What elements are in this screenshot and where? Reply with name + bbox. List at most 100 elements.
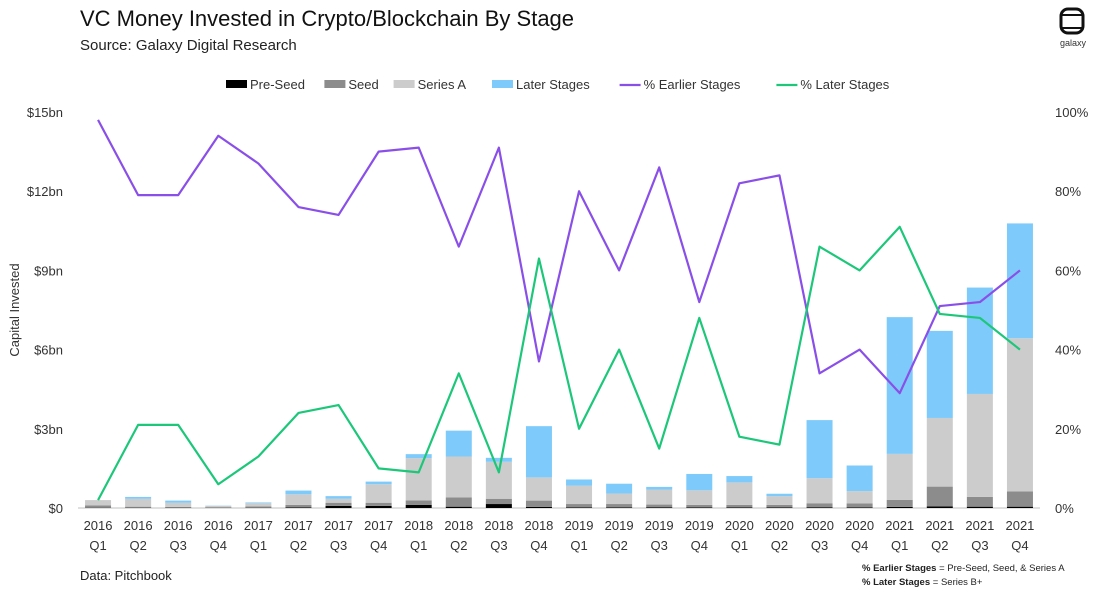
- x-tick-label-year: 2020: [725, 518, 754, 533]
- x-tick-label-quarter: Q2: [931, 538, 948, 553]
- bar-segment-pre-seed: [325, 505, 352, 508]
- bar-segment-later-stages: [646, 486, 673, 490]
- x-tick-label-quarter: Q3: [651, 538, 668, 553]
- line-earlier-stages: [97, 119, 1021, 395]
- bar-segment-seed: [646, 504, 673, 508]
- y2-tick-label: 40%: [1055, 343, 1081, 358]
- bar-segment-later-stages: [726, 476, 753, 483]
- bar-segment-seed: [125, 506, 152, 508]
- bar-segment-pre-seed: [846, 507, 873, 508]
- y2-tick-label: 80%: [1055, 184, 1081, 199]
- x-tick-label-quarter: Q4: [1011, 538, 1028, 553]
- bar-segment-later-stages: [445, 430, 472, 457]
- x-tick-label-quarter: Q2: [771, 538, 788, 553]
- legend: Pre-Seed Seed Series A Later Stages % Earlie…: [226, 77, 890, 92]
- bar-segment-seed: [966, 496, 993, 507]
- bar-segment-seed: [205, 507, 232, 508]
- x-tick-label-quarter: Q3: [811, 538, 828, 553]
- bar-segment-later-stages: [966, 287, 993, 394]
- bar-segment-later-stages: [766, 493, 793, 497]
- bar-segment-pre-seed: [686, 507, 713, 508]
- bar-segment-series-a: [365, 484, 392, 503]
- x-tick-label-quarter: Q1: [89, 538, 106, 553]
- bar-segment-later-stages: [686, 473, 713, 491]
- bar-segment-pre-seed: [726, 507, 753, 508]
- bar-segment-later-stages: [325, 496, 352, 499]
- bar-segment-later-stages: [125, 496, 152, 499]
- bar-segment-series-a: [405, 458, 432, 501]
- y-tick-label: $6bn: [34, 343, 63, 358]
- bar-segment-series-a: [726, 482, 753, 505]
- legend-swatch: [492, 80, 513, 88]
- x-tick-label-year: 2016: [164, 518, 193, 533]
- bar-segment-series-a: [245, 503, 272, 507]
- legend-swatch: [226, 80, 247, 88]
- chart-subtitle: Source: Galaxy Digital Research: [80, 37, 297, 54]
- bar-segment-seed: [245, 506, 272, 508]
- bar-segment-seed: [926, 486, 953, 507]
- y-tick-label: $3bn: [34, 422, 63, 437]
- bar-segment-series-a: [165, 502, 192, 507]
- x-tick-label-year: 2018: [404, 518, 433, 533]
- legend-label: % Earlier Stages: [644, 77, 741, 92]
- x-tick-label-year: 2016: [204, 518, 233, 533]
- y-axis-label: Capital Invested: [7, 263, 22, 356]
- bar-segment-series-a: [766, 496, 793, 505]
- bar-segment-series-a: [846, 491, 873, 504]
- bar-segment-series-a: [606, 493, 633, 505]
- bar-segment-pre-seed: [285, 507, 312, 508]
- bar-segment-seed: [525, 500, 552, 507]
- y-tick-label: $0: [49, 501, 63, 516]
- bar-segment-later-stages: [245, 502, 272, 504]
- galaxy-logo-icon: [1059, 7, 1085, 35]
- bar-segment-pre-seed: [886, 506, 913, 508]
- bar-segment-later-stages: [485, 457, 512, 462]
- x-tick-label-quarter: Q4: [851, 538, 868, 553]
- x-tick-label-quarter: Q1: [891, 538, 908, 553]
- data-source: Data: Pitchbook: [80, 568, 172, 583]
- line-later-stages: [97, 225, 1021, 501]
- x-tick-label-quarter: Q1: [731, 538, 748, 553]
- x-tick-label-year: 2021: [965, 518, 994, 533]
- bar-segment-seed: [405, 500, 432, 505]
- bar-segment-series-a: [566, 485, 593, 505]
- x-tick-label-year: 2018: [444, 518, 473, 533]
- x-tick-label-quarter: Q4: [530, 538, 547, 553]
- bar-segment-seed: [285, 504, 312, 508]
- y-tick-label: $12bn: [27, 184, 63, 199]
- y2-tick-label: 20%: [1055, 422, 1081, 437]
- bar-segment-later-stages: [405, 454, 432, 459]
- y2-tick-label: 100%: [1055, 105, 1089, 120]
- x-tick-label-quarter: Q4: [370, 538, 387, 553]
- bar-segment-later-stages: [886, 317, 913, 454]
- bar-segment-seed: [445, 497, 472, 507]
- bar-segment-later-stages: [365, 481, 392, 485]
- bar-segment-later-stages: [606, 483, 633, 494]
- bar-segment-series-a: [125, 498, 152, 507]
- legend-swatch: [324, 80, 346, 88]
- chart-title: VC Money Invested in Crypto/Blockchain B…: [80, 6, 575, 31]
- bar-segment-seed: [766, 504, 793, 508]
- bar-segment-seed: [325, 502, 352, 506]
- y-tick-label: $15bn: [27, 105, 63, 120]
- x-tick-label-year: 2021: [885, 518, 914, 533]
- x-tick-label-quarter: Q3: [330, 538, 347, 553]
- x-tick-label-quarter: Q3: [971, 538, 988, 553]
- bar-segment-pre-seed: [966, 506, 993, 508]
- footnote-earlier: % Earlier Stages = Pre-Seed, Seed, & Ser…: [862, 563, 1065, 574]
- logo-text: galaxy: [1060, 38, 1087, 48]
- bar-segment-later-stages: [846, 465, 873, 492]
- x-tick-label-year: 2018: [484, 518, 513, 533]
- x-tick-label-quarter: Q2: [450, 538, 467, 553]
- x-tick-label-year: 2017: [244, 518, 273, 533]
- x-tick-label-year: 2020: [765, 518, 794, 533]
- x-tick-label-year: 2016: [124, 518, 153, 533]
- bar-segment-series-a: [1006, 338, 1033, 492]
- legend-label: % Later Stages: [800, 77, 889, 92]
- x-tick-label-year: 2020: [805, 518, 834, 533]
- bar-segment-series-a: [966, 393, 993, 497]
- bar-segment-series-a: [285, 494, 312, 505]
- bar-segment-pre-seed: [606, 507, 633, 508]
- x-tick-label-quarter: Q2: [129, 538, 146, 553]
